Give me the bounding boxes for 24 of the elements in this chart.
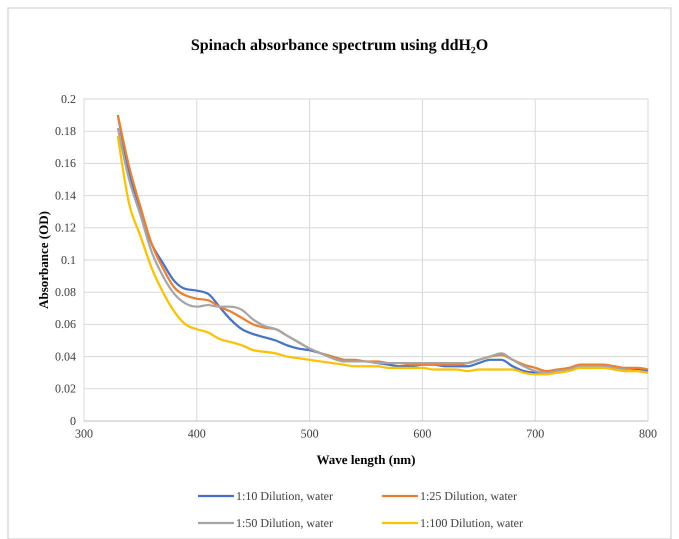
x-tick-label: 400 xyxy=(188,426,206,441)
x-axis-title: Wave length (nm) xyxy=(316,452,416,467)
y-tick-label: 0.18 xyxy=(55,124,76,138)
chart-title: Spinach absorbance spectrum using ddH₂O xyxy=(190,37,488,54)
y-tick-label: 0 xyxy=(70,414,76,428)
x-tick-label: 500 xyxy=(300,426,319,441)
y-axis-title: Absorbance (OD) xyxy=(36,211,51,309)
y-tick-label: 0.04 xyxy=(55,349,76,364)
y-tick-label: 0.2 xyxy=(61,92,76,106)
x-tick-label: 600 xyxy=(413,426,432,441)
x-tick-label: 300 xyxy=(75,426,93,441)
x-tick-label: 800 xyxy=(639,426,657,441)
y-tick-label: 0.16 xyxy=(55,156,76,170)
y-tick-label: 0.06 xyxy=(55,317,76,332)
y-tick-label: 0.14 xyxy=(55,188,76,202)
y-tick-label: 0.02 xyxy=(55,382,76,396)
legend-label: 1:25 Dilution, water xyxy=(420,489,517,503)
y-tick-label: 0.12 xyxy=(55,220,76,235)
legend-label: 1:10 Dilution, water xyxy=(236,489,333,503)
legend-label: 1:100 Dilution, water xyxy=(420,516,523,530)
y-tick-label: 0.08 xyxy=(55,285,76,300)
legend-label: 1:50 Dilution, water xyxy=(236,516,333,530)
x-tick-label: 700 xyxy=(526,426,544,441)
y-tick-label: 0.1 xyxy=(61,252,76,267)
